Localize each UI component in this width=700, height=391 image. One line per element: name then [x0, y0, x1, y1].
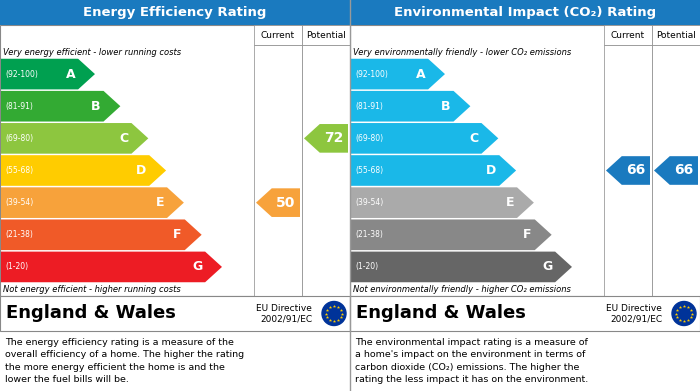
Polygon shape [1, 59, 95, 90]
Polygon shape [351, 219, 552, 250]
Text: (1-20): (1-20) [355, 262, 378, 271]
Text: (21-38): (21-38) [5, 230, 33, 239]
Polygon shape [1, 219, 202, 250]
Text: G: G [542, 260, 552, 273]
Polygon shape [304, 124, 348, 152]
Text: C: C [469, 132, 479, 145]
Polygon shape [351, 251, 572, 282]
Bar [652, 25, 700, 45]
Bar [302, 25, 350, 45]
Circle shape [322, 301, 346, 325]
Bar [254, 25, 302, 45]
Text: F: F [524, 228, 532, 241]
Text: Potential: Potential [306, 30, 346, 39]
Text: B: B [91, 100, 101, 113]
Text: Very environmentally friendly - lower CO₂ emissions: Very environmentally friendly - lower CO… [353, 48, 571, 57]
Text: E: E [505, 196, 514, 209]
Polygon shape [1, 155, 166, 186]
Polygon shape [351, 155, 516, 186]
Text: (81-91): (81-91) [355, 102, 383, 111]
Text: Energy Efficiency Rating: Energy Efficiency Rating [83, 6, 267, 19]
Polygon shape [351, 59, 445, 90]
Text: EU Directive
2002/91/EC: EU Directive 2002/91/EC [256, 304, 312, 323]
Bar [604, 45, 652, 296]
Polygon shape [351, 187, 534, 218]
Polygon shape [1, 187, 184, 218]
Text: (39-54): (39-54) [5, 198, 34, 207]
Text: D: D [486, 164, 496, 177]
Polygon shape [1, 251, 222, 282]
Bar [350, 25, 700, 296]
Bar [0, 25, 350, 296]
Text: B: B [441, 100, 451, 113]
Polygon shape [351, 91, 470, 122]
Bar [604, 25, 652, 45]
Text: Environmental Impact (CO₂) Rating: Environmental Impact (CO₂) Rating [394, 6, 656, 19]
Text: England & Wales: England & Wales [356, 305, 526, 323]
Polygon shape [351, 123, 498, 154]
Bar [350, 296, 700, 331]
Text: 72: 72 [324, 131, 344, 145]
Text: (92-100): (92-100) [355, 70, 388, 79]
Text: (1-20): (1-20) [5, 262, 28, 271]
Text: (55-68): (55-68) [355, 166, 383, 175]
Text: (69-80): (69-80) [5, 134, 33, 143]
Text: A: A [416, 68, 425, 81]
Text: England & Wales: England & Wales [6, 305, 176, 323]
Text: (92-100): (92-100) [5, 70, 38, 79]
Text: Current: Current [261, 30, 295, 39]
Text: E: E [155, 196, 164, 209]
Text: A: A [66, 68, 75, 81]
Text: Current: Current [611, 30, 645, 39]
Text: (39-54): (39-54) [355, 198, 384, 207]
Text: Not environmentally friendly - higher CO₂ emissions: Not environmentally friendly - higher CO… [353, 285, 571, 294]
Text: Very energy efficient - lower running costs: Very energy efficient - lower running co… [3, 48, 181, 57]
Bar [0, 0, 350, 25]
Text: (55-68): (55-68) [5, 166, 33, 175]
Bar [254, 45, 302, 296]
Text: The environmental impact rating is a measure of
a home's impact on the environme: The environmental impact rating is a mea… [355, 338, 588, 384]
Text: The energy efficiency rating is a measure of the
overall efficiency of a home. T: The energy efficiency rating is a measur… [5, 338, 244, 384]
Text: (69-80): (69-80) [355, 134, 383, 143]
Text: G: G [192, 260, 202, 273]
Text: D: D [136, 164, 146, 177]
Text: (21-38): (21-38) [355, 230, 383, 239]
Text: 66: 66 [674, 163, 694, 178]
Polygon shape [1, 91, 120, 122]
Bar [652, 45, 700, 296]
Text: Not energy efficient - higher running costs: Not energy efficient - higher running co… [3, 285, 181, 294]
Text: C: C [119, 132, 129, 145]
Bar [0, 296, 350, 331]
Polygon shape [654, 156, 698, 185]
Bar [350, 0, 700, 25]
Text: 50: 50 [276, 196, 295, 210]
Circle shape [672, 301, 696, 325]
Polygon shape [1, 123, 148, 154]
Text: EU Directive
2002/91/EC: EU Directive 2002/91/EC [606, 304, 662, 323]
Polygon shape [606, 156, 650, 185]
Polygon shape [256, 188, 300, 217]
Text: (81-91): (81-91) [5, 102, 33, 111]
Text: F: F [174, 228, 182, 241]
Text: Potential: Potential [656, 30, 696, 39]
Bar [302, 45, 350, 296]
Text: 66: 66 [626, 163, 645, 178]
